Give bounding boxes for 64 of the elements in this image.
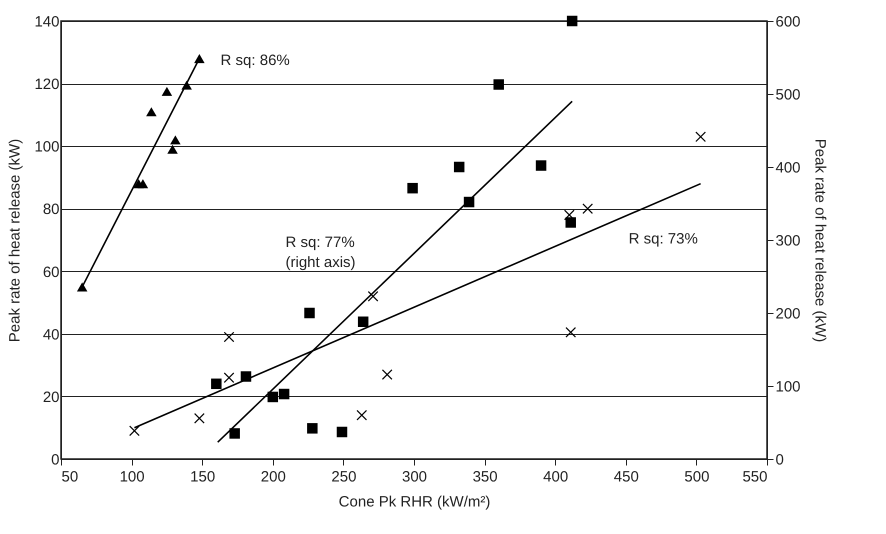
x-tick-label: 550 (742, 468, 768, 486)
point (240, 371, 252, 382)
annotation: R sq: 73% (628, 230, 698, 248)
point (536, 160, 546, 171)
point (695, 131, 706, 142)
point (382, 369, 393, 380)
x-tick-label: 200 (260, 468, 286, 486)
point (224, 332, 234, 342)
point (493, 79, 504, 90)
y2-tick-label: 200 (776, 306, 801, 322)
point (138, 179, 148, 188)
point (564, 210, 575, 220)
point (229, 428, 240, 439)
x-axis-title: Cone Pk RHR (kW/m²) (338, 494, 490, 510)
point (76, 282, 88, 292)
point (566, 16, 578, 26)
point (129, 426, 140, 436)
point (565, 217, 576, 228)
x-tick-label: 150 (190, 468, 216, 486)
point (454, 162, 464, 172)
y-tick-label: 120 (34, 76, 60, 94)
annotation: R sq: 77% (right axis) (286, 234, 356, 272)
point (307, 423, 318, 434)
x-tick-label: 350 (472, 468, 498, 486)
y2-tick-label: 400 (776, 160, 801, 176)
x-tick-label: 450 (614, 468, 639, 486)
x-tick-label: 300 (402, 468, 428, 486)
point (582, 203, 594, 214)
point (224, 372, 234, 383)
point (336, 426, 348, 438)
y-tick-label: 20 (42, 388, 60, 406)
y-tick-label: 100 (34, 138, 60, 156)
point (356, 410, 368, 421)
y2-tick-label: 100 (776, 378, 801, 396)
point (304, 308, 315, 318)
point (211, 378, 222, 390)
y2-tick-label: 600 (776, 14, 801, 30)
point (194, 412, 205, 424)
point (146, 107, 157, 116)
x-tick-label: 250 (331, 468, 356, 486)
point (170, 135, 181, 144)
y2-tick-label: 0 (776, 452, 784, 468)
y2-tick-label: 300 (776, 232, 801, 250)
y2-axis-title: Peak rate of heat release (kW) (812, 138, 829, 342)
y2-tick-label: 500 (776, 86, 801, 104)
point (368, 290, 378, 302)
y-tick-label: 140 (34, 14, 60, 30)
point (358, 316, 368, 328)
y-tick-label: 0 (51, 452, 60, 468)
x-tick-label: 400 (543, 468, 568, 486)
point (167, 144, 178, 154)
y-tick-label: 60 (42, 264, 60, 281)
y-tick-label: 80 (42, 201, 60, 218)
point (268, 392, 278, 402)
y-axis-title: Peak rate of heat release (kW) (6, 138, 24, 342)
point (162, 86, 172, 96)
y-tick-label: 40 (42, 326, 60, 344)
x-tick-label: 100 (120, 468, 145, 486)
point (278, 388, 290, 400)
point (565, 326, 576, 338)
point (407, 182, 418, 194)
x-tick-label: 500 (684, 468, 710, 486)
x-tick-label: 50 (62, 468, 78, 486)
annotation: R sq: 86% (220, 52, 290, 69)
